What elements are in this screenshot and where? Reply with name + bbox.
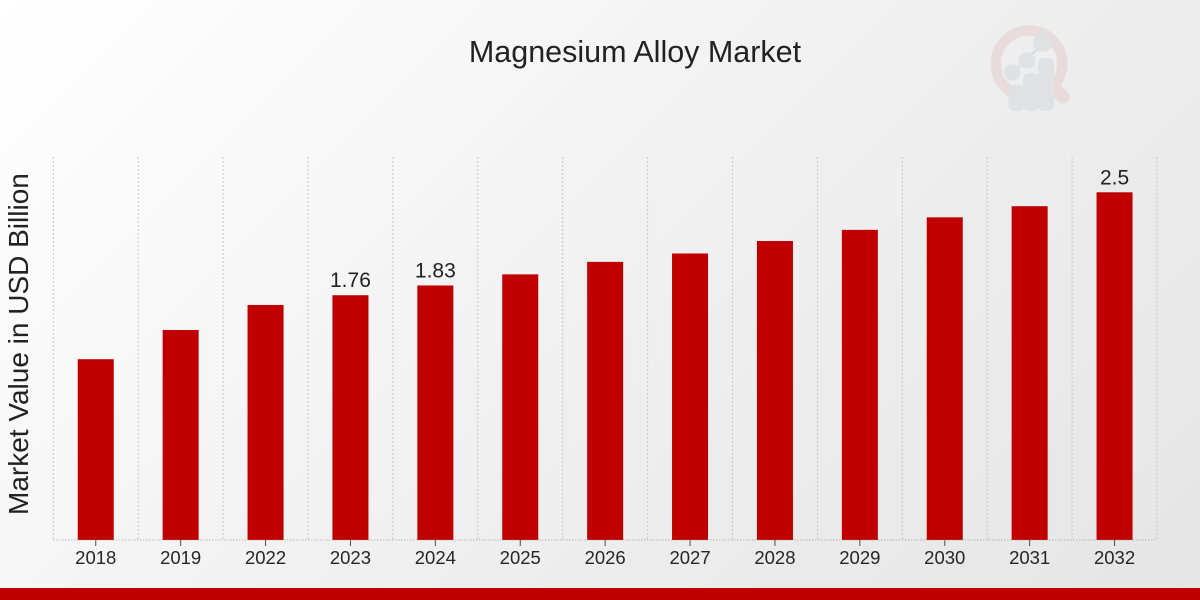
svg-text:2023: 2023 <box>330 547 371 568</box>
svg-text:2029: 2029 <box>839 547 880 568</box>
svg-text:2022: 2022 <box>245 547 286 568</box>
svg-text:2028: 2028 <box>754 547 795 568</box>
svg-text:1.83: 1.83 <box>415 259 456 282</box>
svg-text:2031: 2031 <box>1009 547 1050 568</box>
svg-text:2025: 2025 <box>500 547 541 568</box>
svg-text:2030: 2030 <box>924 547 965 568</box>
svg-text:2032: 2032 <box>1094 547 1135 568</box>
svg-text:2027: 2027 <box>669 547 710 568</box>
svg-text:2024: 2024 <box>415 547 456 568</box>
svg-text:1.76: 1.76 <box>330 269 371 292</box>
svg-text:2019: 2019 <box>160 547 201 568</box>
svg-text:2.5: 2.5 <box>1100 166 1129 189</box>
svg-text:2026: 2026 <box>585 547 626 568</box>
svg-text:2018: 2018 <box>75 547 116 568</box>
